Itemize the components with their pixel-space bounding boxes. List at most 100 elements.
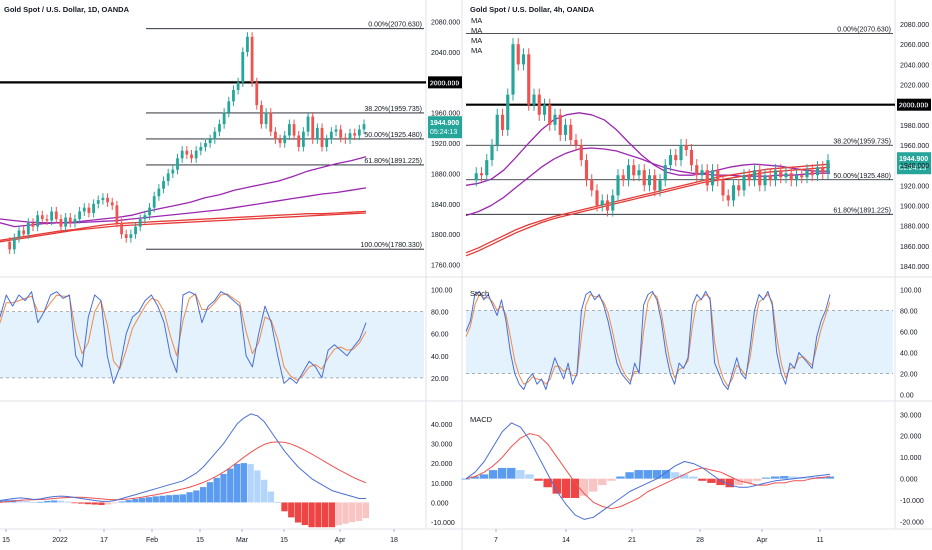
daily-candle-body (138, 219, 142, 227)
h4-stoch-y-axis[interactable]: 0.00 20.00 40.00 60.00 80.00 100.00 (900, 287, 922, 399)
h4-candle-body (574, 139, 578, 145)
daily-macd-y-tick-label: 10.000 (431, 481, 453, 488)
h4-price-y-tick-label: 1940.000 (900, 163, 929, 170)
daily-candle-body (320, 127, 324, 147)
h4-macd-histogram-bar (625, 472, 634, 479)
h4-price-y-tick-label: 1920.000 (900, 183, 929, 190)
daily-candle-body (152, 196, 156, 208)
h4-candle-body (710, 170, 715, 186)
daily-candle-body (101, 197, 105, 201)
daily-macd-histogram-bar (44, 500, 51, 503)
daily-candle-body (339, 129, 343, 138)
h4-candle-body (826, 160, 830, 174)
h4-macd-histogram-bar (698, 478, 707, 481)
daily-time-label: Apr (335, 537, 347, 544)
daily-candle-body (199, 146, 203, 151)
h4-macd-histogram-bar (716, 478, 725, 486)
daily-macd-y-tick-label: 20.000 (431, 461, 453, 468)
h4-macd-histogram-bar (807, 477, 816, 479)
h4-candle-body (779, 170, 783, 178)
h4-candle-body (479, 173, 484, 176)
h4-moving-average-line (465, 166, 831, 257)
h4-candle-body (674, 155, 678, 161)
daily-time-label: Mar (236, 537, 249, 544)
daily-candle-body (218, 124, 221, 132)
h4-candle-body (679, 145, 683, 161)
h4-stoch-y-tick-label: 20.00 (900, 372, 918, 379)
daily-candle-body (40, 215, 44, 220)
daily-candle-body (176, 158, 179, 170)
h4-candle-body (621, 175, 625, 181)
daily-macd-histogram-bar (145, 497, 153, 503)
h4-candle-body (821, 167, 825, 174)
h4-chart-title: Gold Spot / U.S. Dollar, 4h, OANDA (470, 5, 595, 14)
h4-macd-histogram-bar (661, 470, 671, 479)
h4-macd-histogram-bar (570, 478, 580, 498)
daily-stoch-y-tick-label: 80.00 (431, 310, 449, 317)
daily-macd-histogram-bar (294, 502, 302, 523)
h4-price-y-tick-label: 1960.000 (900, 143, 929, 150)
h4-candle-body (632, 165, 636, 176)
h4-candle-body (647, 175, 652, 186)
h4-candle-body (563, 124, 568, 135)
daily-stoch-panel[interactable] (0, 291, 424, 384)
h4-candle-body (642, 170, 646, 186)
daily-candle-body (334, 129, 338, 132)
h4-candle-body (742, 175, 746, 191)
daily-stoch-y-tick-label: 20.00 (431, 376, 449, 383)
daily-macd-y-axis[interactable]: -10.000 0.000 10.000 20.000 30.000 40.000 (431, 422, 455, 527)
daily-time-label: 18 (390, 537, 398, 544)
h4-macd-histogram-bar (607, 478, 616, 481)
h4-fib-label: 61.80%(1891.225) (833, 207, 891, 214)
daily-candle-body (124, 234, 128, 239)
h4-candle-body (658, 180, 662, 191)
daily-candle-body (143, 215, 147, 220)
daily-candle-body (283, 135, 287, 144)
daily-candle-body (264, 112, 268, 125)
h4-candle-body (485, 160, 489, 176)
daily-time-label: 15 (196, 537, 204, 544)
h4-candle-body (500, 114, 505, 130)
h4-price-y-axis[interactable]: 1840.000 1860.000 1880.000 1900.000 1920.000… (900, 22, 929, 271)
daily-macd-histogram-bar (132, 498, 139, 503)
daily-stoch-y-axis[interactable]: 20.00 40.00 60.00 80.00 100.00 (431, 288, 453, 383)
h4-macd-line (465, 422, 831, 520)
daily-macd-histogram-bar (349, 502, 356, 523)
daily-panel[interactable]: 0.00%(2070.630) 38.20%(1959.735) 50.00%(19… (0, 5, 462, 254)
daily-candle-body (306, 116, 310, 132)
h4-candle-body (600, 200, 604, 206)
h4-candle-body (616, 175, 620, 196)
daily-macd-panel[interactable] (0, 413, 369, 528)
h4-price-y-tick-label: 1860.000 (900, 244, 929, 251)
h4-moving-average-line (465, 163, 831, 254)
daily-time-axis[interactable]: 15 2022 17 Feb 15 Mar 15 Apr 18 (2, 529, 398, 544)
h4-candle-body (495, 114, 499, 145)
h4-candle-body (805, 170, 809, 178)
h4-stoch-k-line (465, 290, 831, 390)
daily-countdown-text: 05:24:13 (430, 129, 457, 136)
h4-indicator-legend: MA (471, 16, 482, 25)
daily-macd-histogram-bar (193, 490, 200, 503)
daily-macd-histogram-bar (57, 500, 64, 503)
daily-price-y-axis[interactable]: 1760.000 1800.000 1840.000 1880.000 1920.000… (431, 20, 460, 270)
daily-time-label: Feb (146, 537, 158, 544)
h4-candle-body (747, 175, 751, 181)
daily-candle-body (297, 135, 301, 147)
h4-macd-panel[interactable]: MACD (461, 415, 834, 520)
daily-candle-body (82, 207, 86, 212)
daily-candle-body (222, 112, 226, 125)
h4-macd-histogram-bar (752, 478, 762, 481)
h4-stoch-panel[interactable]: Stoch (465, 289, 893, 390)
h4-macd-histogram-bar (725, 478, 734, 488)
h4-macd-y-axis[interactable]: -20.000 -10.000 0.000 10.000 20.000 30.000 (900, 412, 924, 526)
h4-macd-histogram-bar (479, 474, 489, 479)
h4-candle-body (794, 175, 799, 181)
h4-panel[interactable]: 0.00%(2070.630) 38.20%(1959.735) 50.00%(19… (465, 5, 931, 257)
h4-candle-body (542, 104, 547, 115)
h4-time-axis[interactable]: 7 14 21 28 Apr 11 (494, 529, 824, 544)
h4-macd-histogram-bar (507, 467, 516, 479)
daily-macd-histogram-bar (71, 502, 78, 504)
h4-candle-body (758, 170, 762, 186)
daily-time-label: 17 (100, 537, 108, 544)
